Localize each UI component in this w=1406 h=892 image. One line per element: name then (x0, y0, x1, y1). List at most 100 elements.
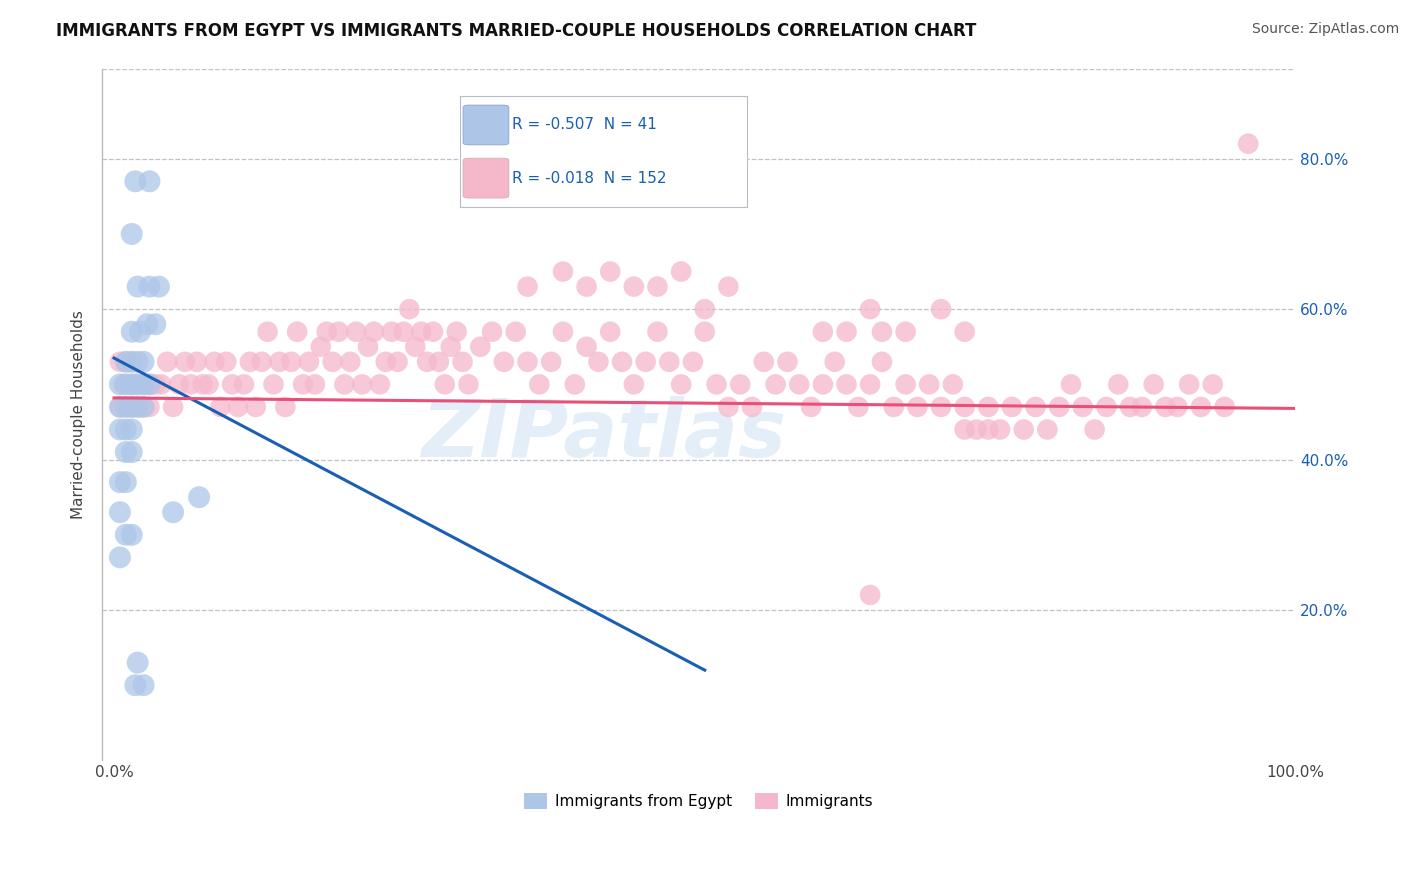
Point (115, 400, 138, 414)
Point (953, 325, 976, 339)
Point (392, 325, 415, 339)
Point (304, 377, 326, 392)
Point (846, 400, 869, 414)
Point (269, 355, 291, 369)
Point (942, 377, 965, 392)
Point (121, 355, 143, 369)
Point (124, 678, 146, 692)
Point (894, 325, 917, 339)
Point (966, 422, 988, 436)
Point (132, 377, 155, 392)
Point (108, 400, 131, 414)
Point (540, 355, 562, 369)
Point (551, 264, 574, 278)
Point (138, 377, 160, 392)
Point (451, 355, 474, 369)
Point (1036, 422, 1059, 436)
Point (124, 174, 146, 188)
Point (256, 325, 278, 339)
Point (174, 355, 197, 369)
Point (505, 325, 527, 339)
Point (162, 400, 184, 414)
Point (127, 355, 149, 369)
Point (929, 400, 952, 414)
Point (156, 355, 179, 369)
Point (121, 355, 143, 369)
Point (669, 377, 692, 392)
Point (298, 355, 321, 369)
Point (368, 377, 391, 392)
Point (280, 355, 302, 369)
Point (357, 340, 380, 354)
Point (457, 377, 479, 392)
Legend: Immigrants from Egypt, Immigrants: Immigrants from Egypt, Immigrants (519, 787, 879, 815)
Point (416, 355, 439, 369)
Point (529, 377, 551, 392)
Point (197, 377, 219, 392)
Point (250, 355, 273, 369)
Point (905, 400, 928, 414)
Point (145, 317, 167, 331)
Point (127, 400, 149, 414)
Point (204, 355, 226, 369)
Point (693, 302, 716, 317)
Point (233, 377, 256, 392)
Point (1154, 400, 1177, 414)
Point (188, 490, 211, 504)
Point (717, 279, 740, 293)
Point (682, 355, 704, 369)
Point (1047, 400, 1070, 414)
Point (575, 279, 598, 293)
Point (728, 377, 751, 392)
Point (150, 377, 173, 392)
Point (363, 325, 385, 339)
Point (108, 400, 131, 414)
Point (180, 377, 202, 392)
Text: IMMIGRANTS FROM EGYPT VS IMMIGRANTS MARRIED-COUPLE HOUSEHOLDS CORRELATION CHART: IMMIGRANTS FROM EGYPT VS IMMIGRANTS MARR… (56, 22, 977, 40)
Point (835, 325, 858, 339)
Point (824, 355, 846, 369)
Point (599, 325, 621, 339)
Point (647, 279, 669, 293)
Point (121, 400, 143, 414)
Point (800, 400, 823, 414)
Point (387, 355, 409, 369)
Point (245, 400, 267, 414)
Point (599, 264, 621, 278)
Point (112, 377, 135, 392)
Point (433, 377, 456, 392)
Point (1189, 400, 1212, 414)
Point (121, 400, 143, 414)
Point (1143, 377, 1166, 392)
Point (492, 355, 515, 369)
Point (835, 377, 858, 392)
Point (1130, 400, 1153, 414)
Point (191, 377, 214, 392)
Point (167, 377, 190, 392)
Point (127, 377, 149, 392)
Y-axis label: Married-couple Households: Married-couple Households (72, 310, 86, 519)
Point (136, 317, 159, 331)
Point (647, 325, 669, 339)
Point (706, 377, 728, 392)
Point (811, 377, 834, 392)
Point (1025, 400, 1047, 414)
Point (1071, 400, 1094, 414)
Point (108, 422, 131, 436)
Point (333, 377, 356, 392)
Point (894, 377, 917, 392)
Point (132, 355, 155, 369)
Point (121, 528, 143, 542)
Point (352, 377, 374, 392)
Point (669, 264, 692, 278)
Point (344, 325, 367, 339)
Point (115, 377, 138, 392)
Point (588, 355, 610, 369)
Point (470, 340, 492, 354)
Point (115, 475, 138, 490)
Point (274, 400, 297, 414)
Point (145, 377, 167, 392)
Point (988, 422, 1011, 436)
Point (634, 355, 657, 369)
Point (138, 279, 160, 293)
